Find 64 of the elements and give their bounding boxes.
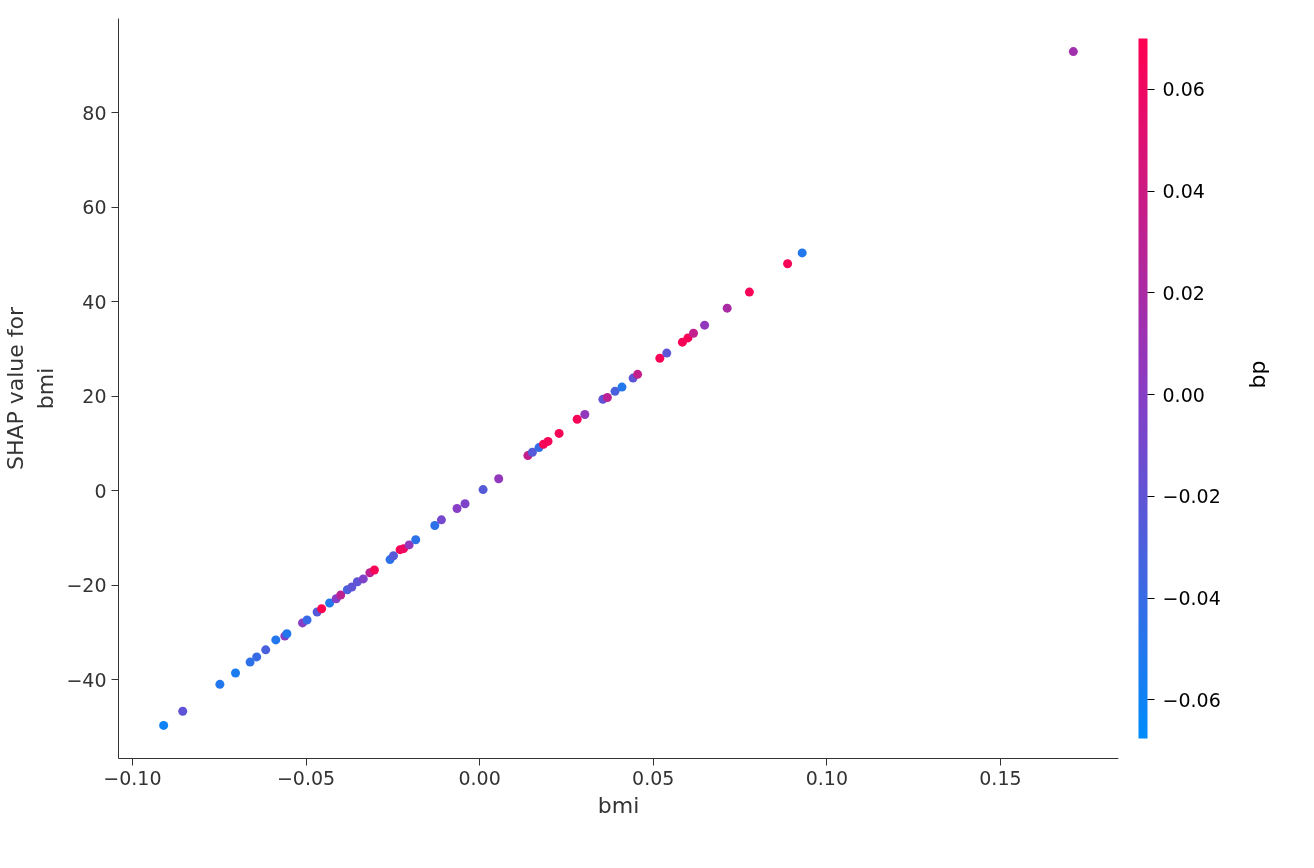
- point: [411, 535, 421, 545]
- y-tick-label: 20: [82, 385, 107, 408]
- color-bar-label: 0.06: [1162, 78, 1205, 101]
- point: [369, 565, 379, 575]
- point: [602, 392, 612, 402]
- point: [527, 447, 537, 457]
- point: [580, 410, 590, 419]
- point: [633, 369, 643, 379]
- point: [336, 590, 346, 600]
- y-tick-label: −20: [66, 574, 107, 597]
- x-tick-label: 0.05: [632, 766, 675, 789]
- color-bar-label: −0.04: [1162, 587, 1221, 610]
- point: [478, 485, 488, 495]
- x-tick-label: −0.10: [103, 766, 162, 789]
- x-axis-title: bmi: [597, 792, 640, 818]
- point: [554, 428, 564, 438]
- point: [358, 574, 368, 584]
- point: [494, 474, 504, 484]
- point: [252, 652, 262, 662]
- y-tick-label: 80: [82, 101, 107, 124]
- point: [271, 635, 281, 645]
- y-tick-label: 40: [82, 290, 107, 313]
- point: [543, 436, 553, 446]
- point: [436, 515, 446, 525]
- point: [389, 551, 398, 561]
- point: [460, 499, 470, 509]
- point: [231, 668, 241, 678]
- point: [215, 679, 225, 689]
- point: [797, 248, 807, 258]
- point: [325, 598, 335, 608]
- x-tick-label: 0.10: [805, 766, 848, 789]
- x-tick-label: 0.00: [458, 766, 501, 789]
- x-tick-label: −0.05: [276, 766, 336, 789]
- y-tick-label: 0: [94, 479, 107, 502]
- x-tick-label: 0.15: [979, 766, 1022, 789]
- color-bar-label: 0.04: [1162, 180, 1205, 203]
- point: [689, 328, 698, 338]
- point: [1068, 47, 1078, 57]
- color-bar-label: −0.06: [1162, 688, 1221, 711]
- point: [178, 706, 188, 716]
- point: [452, 504, 462, 514]
- point: [722, 303, 732, 313]
- point: [662, 348, 672, 358]
- point: [610, 386, 620, 396]
- y-tick-label: 60: [82, 196, 107, 219]
- point: [317, 604, 327, 614]
- color-bar-label: −0.02: [1162, 485, 1221, 508]
- color-bar-label: 0.02: [1162, 281, 1205, 304]
- point: [700, 320, 710, 330]
- point: [783, 259, 793, 269]
- point: [744, 287, 754, 297]
- y-axis-title: SHAP value for bmi: [3, 305, 59, 471]
- point: [572, 414, 582, 424]
- y-tick-label: −40: [66, 668, 107, 691]
- point: [302, 615, 312, 625]
- point: [159, 720, 169, 730]
- point: [404, 540, 414, 550]
- color-bar-title: bp: [1245, 360, 1270, 389]
- point: [261, 645, 271, 655]
- point: [617, 382, 627, 392]
- point: [430, 521, 440, 531]
- color-bar-label: 0.00: [1162, 383, 1205, 406]
- point: [245, 657, 255, 667]
- point: [655, 353, 665, 363]
